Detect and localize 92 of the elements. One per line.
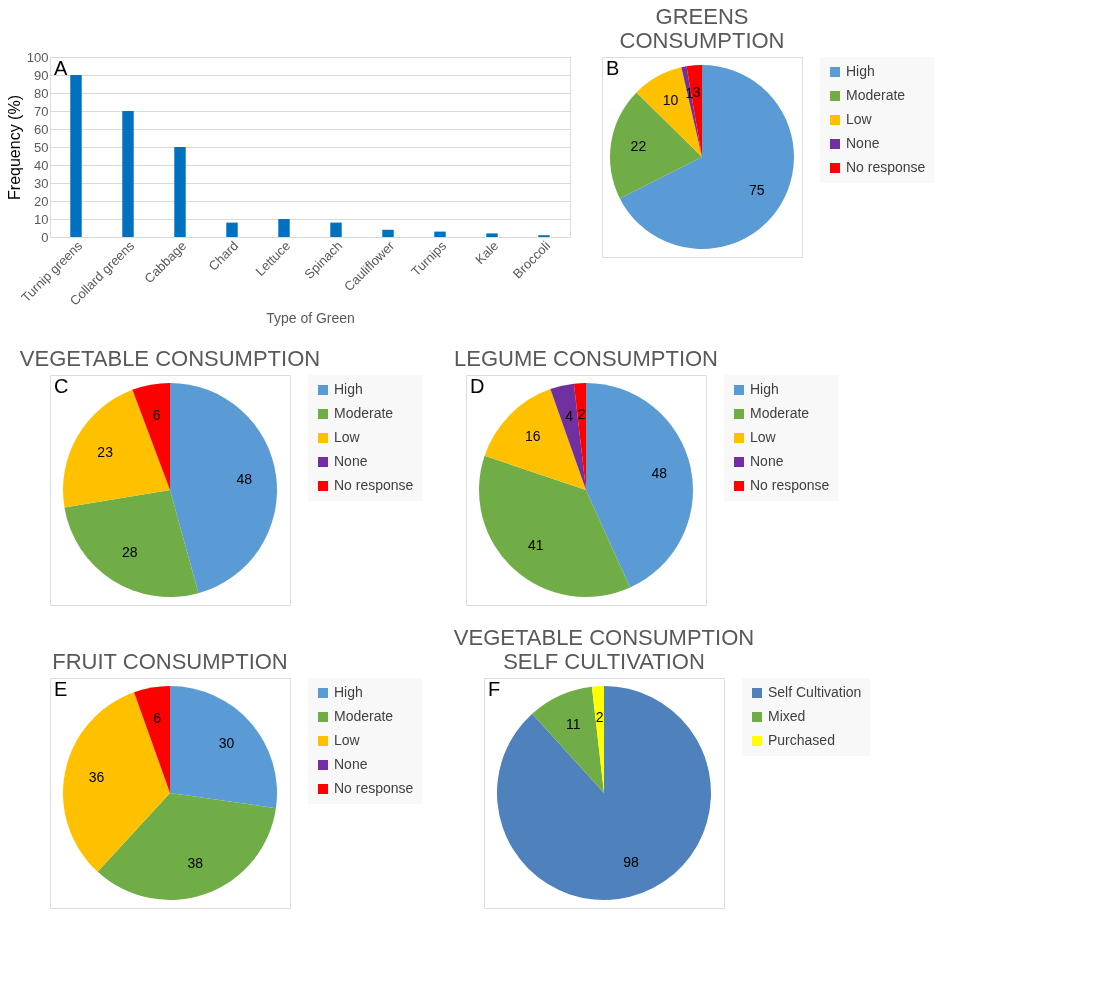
legend-label: High [334, 381, 363, 397]
data-label: 2 [577, 406, 586, 423]
data-label: 41 [527, 536, 544, 553]
data-label: 38 [187, 854, 204, 871]
pie-slice [532, 686, 604, 793]
y-tick-label: 60 [34, 121, 49, 137]
y-tick-label: 10 [34, 211, 49, 227]
y-tick-label: 90 [34, 67, 49, 83]
legend-label: High [334, 684, 363, 700]
pie-slice [479, 455, 631, 597]
x-tick-label: Kale [472, 238, 502, 268]
y-tick-label: 70 [34, 103, 49, 119]
y-tick-label: 80 [34, 85, 49, 101]
text: D [470, 375, 485, 397]
text: CONSUMPTION [619, 28, 785, 53]
text: E [54, 678, 68, 700]
data-label: 30 [218, 734, 235, 751]
bar [122, 111, 134, 237]
data-label: 98 [623, 853, 639, 870]
legend-label: High [846, 63, 875, 79]
data-label: 28 [121, 544, 138, 561]
bar [174, 147, 186, 237]
annotation: A [54, 57, 68, 79]
legend-label: No response [334, 477, 414, 493]
data-label: 6 [152, 407, 161, 424]
pie-slice [170, 383, 277, 594]
legend-label: Low [846, 111, 873, 127]
data-label: 10 [662, 91, 679, 108]
bar [382, 229, 394, 237]
data-label: 48 [651, 465, 668, 482]
pie-slice [64, 490, 199, 597]
text: GREENS [655, 4, 749, 29]
legend-label: Low [334, 429, 361, 445]
legend-label: Mixed [768, 708, 806, 724]
y-tick-label: 20 [34, 193, 49, 209]
y-tick-label: 40 [34, 157, 49, 173]
bar [278, 219, 290, 237]
legend-label: Moderate [334, 405, 394, 421]
pie-slice [686, 65, 702, 157]
pie-slice [550, 383, 586, 490]
text: B [606, 57, 620, 79]
y-tick-label: 0 [41, 229, 49, 245]
legend-label: Moderate [846, 87, 906, 103]
legend-label: No response [334, 780, 414, 796]
bar [434, 231, 446, 237]
pie-slice [170, 686, 277, 809]
legend-label: Low [750, 429, 777, 445]
data-label: 16 [524, 428, 541, 445]
legend-label: Low [334, 732, 361, 748]
pie-slice [97, 793, 276, 900]
data-label: 3 [692, 83, 701, 100]
data-label: 22 [630, 138, 647, 155]
pie-slice [619, 65, 794, 249]
bar [226, 222, 238, 237]
data-label: 2 [595, 709, 604, 726]
text: C [54, 375, 69, 397]
chart-title: FRUIT CONSUMPTION [52, 649, 288, 674]
legend-label: High [750, 381, 779, 397]
legend-label: None [334, 756, 368, 772]
chart-title: VEGETABLE CONSUMPTION [19, 346, 321, 371]
y-axis-title: Frequency (%) [5, 95, 23, 200]
y-tick-label: 30 [34, 175, 49, 191]
legend-label: No response [750, 477, 830, 493]
legend-label: Moderate [334, 708, 394, 724]
legend-label: Self Cultivation [768, 684, 862, 700]
data-label: 75 [749, 181, 765, 198]
bar [330, 222, 342, 237]
pie-slice [134, 686, 170, 793]
x-axis-title: Type of Green [266, 310, 355, 327]
pie-slice [586, 383, 693, 588]
bar [70, 75, 82, 237]
y-tick-label: 50 [34, 139, 49, 155]
data-label: 48 [236, 470, 253, 487]
chart-title: LEGUME CONSUMPTION [453, 346, 719, 371]
legend-label: Purchased [768, 732, 835, 748]
data-label: 4 [565, 408, 574, 425]
data-label: 11 [565, 715, 581, 732]
legend-label: None [334, 453, 368, 469]
data-label: 36 [88, 769, 105, 786]
legend-label: None [846, 135, 880, 151]
y-tick-label: 100 [26, 49, 49, 65]
data-label: 23 [97, 443, 114, 460]
legend-label: No response [846, 159, 926, 175]
legend-label: Moderate [750, 405, 810, 421]
text: SELF CULTIVATION [503, 649, 705, 674]
pie-slice [484, 389, 586, 490]
data-label: 6 [153, 710, 162, 727]
text: VEGETABLE CONSUMPTION [453, 625, 755, 650]
text: F [488, 678, 501, 700]
legend-label: None [750, 453, 784, 469]
pie-slice [132, 383, 170, 490]
bar [486, 233, 498, 237]
